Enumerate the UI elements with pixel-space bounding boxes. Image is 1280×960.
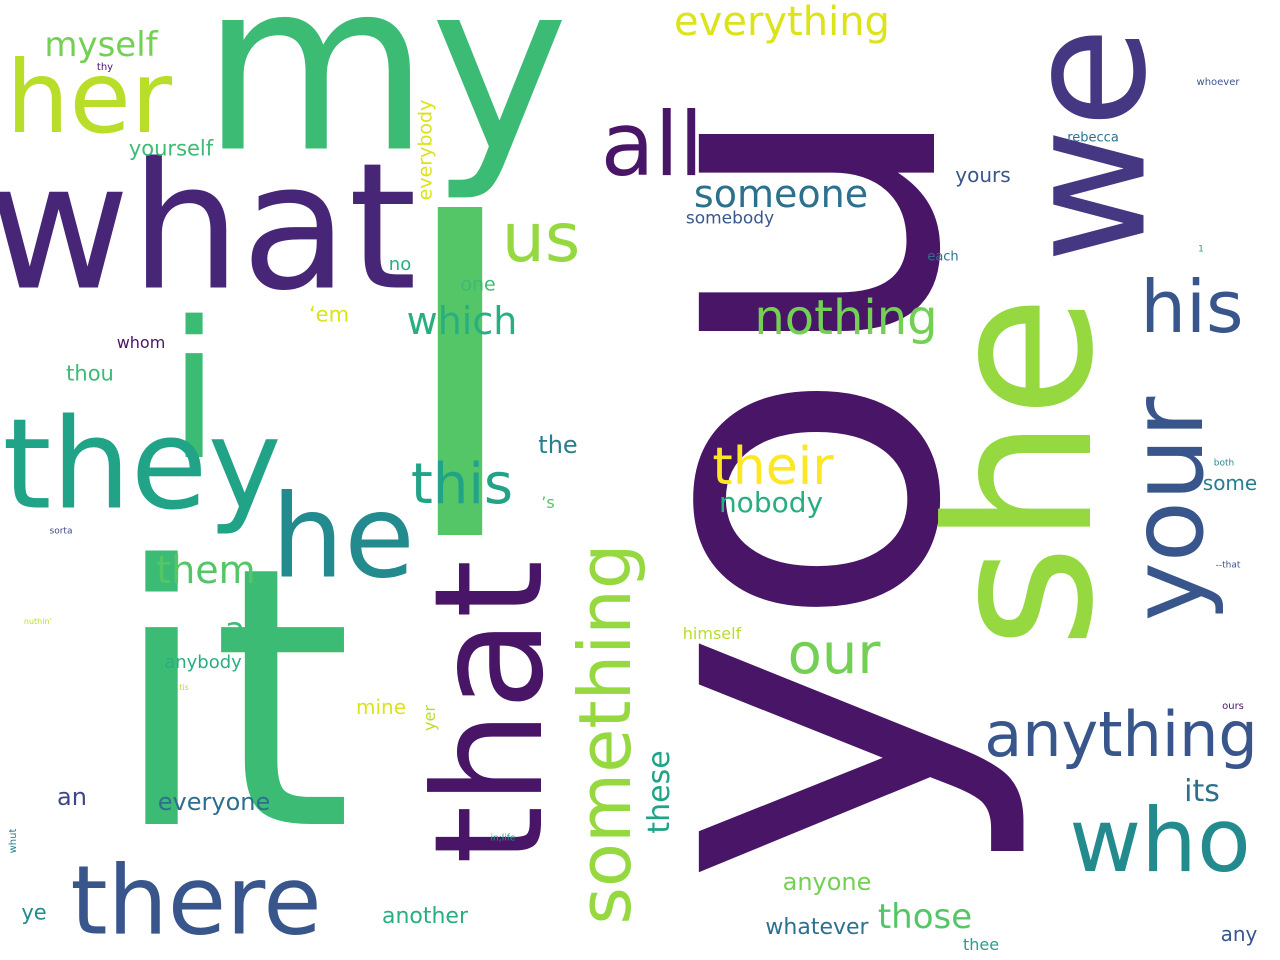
word-rebecca: rebecca [1067,130,1119,146]
word-yer: yer [420,705,439,731]
word-whatever: whatever [765,915,869,940]
word-which: which [406,299,518,343]
word-the: the [538,431,578,459]
word-our: our [787,622,881,687]
word-this: this [410,452,514,517]
word-an: an [57,783,87,811]
word-in-life: in;life [490,833,516,844]
word-ye: ye [21,900,47,925]
word-there: there [70,846,322,957]
word-these: these [642,750,677,834]
word-anyone: anyone [782,868,872,896]
word-nobody: nobody [718,486,824,519]
word-s: ’s [541,493,555,512]
word-those: those [877,897,973,937]
word-everyone: everyone [157,788,271,816]
word-yourself: yourself [128,136,214,161]
word-another: another [381,904,469,929]
word-his: his [1140,265,1244,349]
word-one: one [460,273,496,296]
word-your: your [1109,396,1226,622]
word-i: i [167,281,221,502]
word-whut: whut [8,828,19,854]
word-both: both [1213,458,1235,469]
word-something: something [563,543,647,925]
word-them: them [156,548,256,592]
word-she: she [905,294,1138,650]
word-thy: thy [96,62,114,73]
word-em: ‘em [308,302,350,327]
word-1: 1 [1198,244,1204,255]
word-us: us [501,199,581,278]
word-tis: tis [179,683,189,692]
word-everything: everything [674,0,890,45]
word-my: my [201,0,569,205]
word-their: their [712,437,834,497]
word-some: some [1202,471,1258,495]
word-what: what [0,126,417,330]
word-each: each [927,249,959,265]
word-anything: anything [984,698,1258,771]
word-nuthin: nuthin’ [23,617,53,626]
word-everybody: everybody [414,99,437,201]
word-all: all [600,93,704,196]
word-her: her [5,39,173,156]
word-myself: myself [44,25,158,65]
word-sorta: sorta [49,526,73,537]
word-mine: mine [355,695,407,719]
word-its: its [1184,774,1220,809]
word-yours: yours [955,163,1011,187]
word-himself: himself [682,624,742,643]
word-thee: thee [962,935,1000,954]
word-whoever: whoever [1196,77,1240,88]
word-thou: thou [66,361,114,386]
word-whom: whom [116,333,166,352]
word-any: any [1220,922,1258,946]
word-I: I [393,118,527,642]
word-he: he [271,470,415,605]
word-a: a [224,610,246,650]
word-no: no [388,254,412,275]
word-nothing: nothing [754,290,938,346]
word-that-dash: --that [1215,560,1241,571]
word-someone: someone [693,172,869,216]
word-anybody: anybody [164,652,242,673]
word-it: it [111,490,353,909]
word-somebody: somebody [685,208,775,229]
word-who: who [1069,789,1251,892]
word-they: they [2,392,282,538]
word-ours: ours [1222,701,1244,712]
